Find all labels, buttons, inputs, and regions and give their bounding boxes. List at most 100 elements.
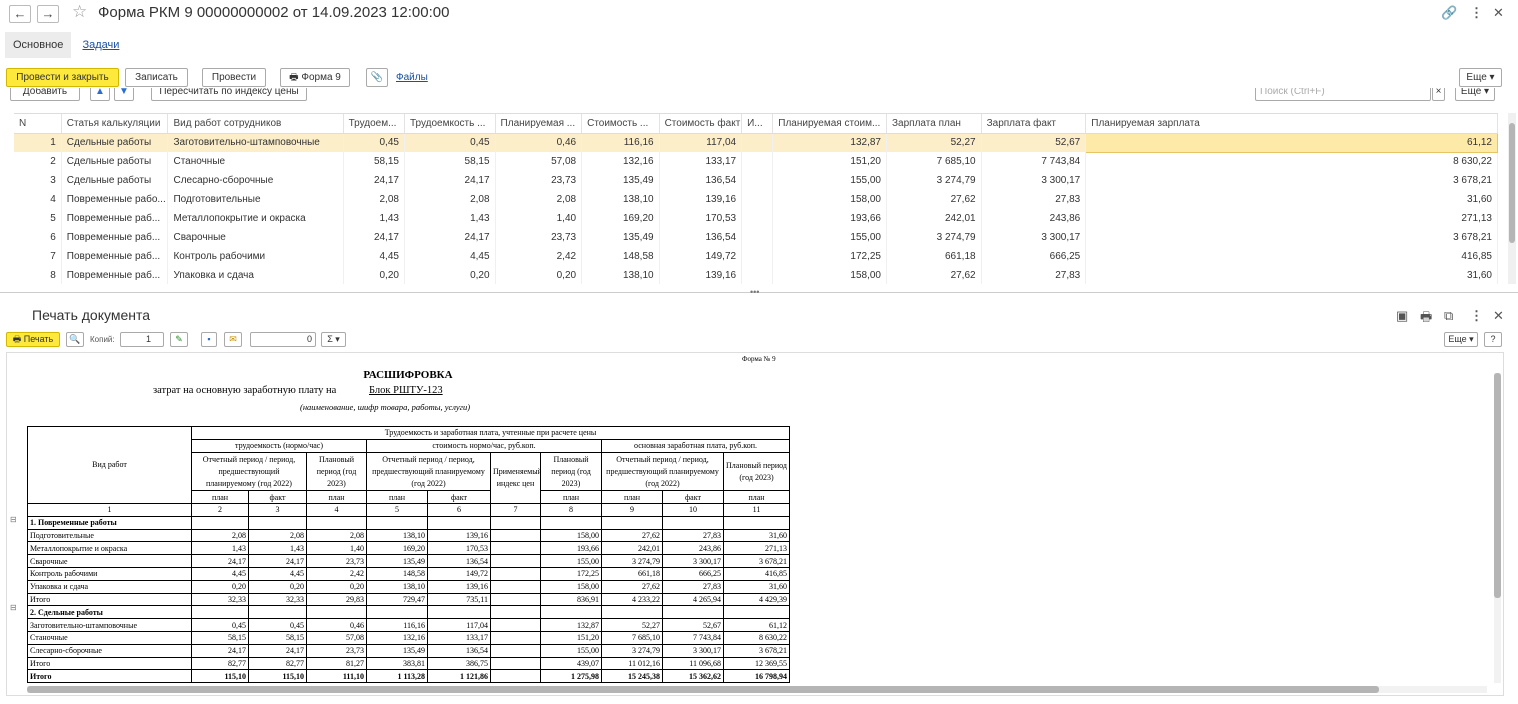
table-cell[interactable]: 169,20 <box>581 209 660 228</box>
table-cell[interactable]: 23,73 <box>495 228 583 247</box>
copies-input[interactable]: 1 <box>120 332 164 347</box>
mail-icon[interactable]: ✉ <box>224 332 242 347</box>
table-cell[interactable] <box>741 190 774 209</box>
table-cell[interactable]: 2,42 <box>495 247 583 266</box>
table-cell[interactable]: 7 <box>14 247 62 266</box>
table-cell[interactable]: 6 <box>14 228 62 247</box>
table-cell[interactable]: Повременные раб... <box>61 228 169 247</box>
table-cell[interactable]: 666,25 <box>981 247 1087 266</box>
table-cell[interactable]: 149,72 <box>659 247 743 266</box>
table-cell[interactable]: Повременные рабо... <box>61 190 169 209</box>
table-cell[interactable]: 151,20 <box>772 152 887 171</box>
table-row[interactable]: 7 Повременные раб... Контроль рабочими 4,45… <box>14 247 1498 266</box>
table-cell[interactable]: 2,08 <box>404 190 496 209</box>
table-cell[interactable]: 2 <box>14 152 62 171</box>
move-up-icon[interactable]: ▲ <box>90 88 110 101</box>
table-cell[interactable]: 24,17 <box>404 171 496 190</box>
table-cell[interactable]: 242,01 <box>886 209 982 228</box>
clear-search-icon[interactable]: × <box>1432 88 1445 101</box>
table-cell[interactable]: 23,73 <box>495 171 583 190</box>
table-cell[interactable] <box>741 152 774 171</box>
save-button[interactable]: Записать <box>125 68 188 87</box>
table-cell[interactable] <box>741 171 774 190</box>
post-and-close-button[interactable]: Провести и закрыть <box>6 68 119 87</box>
search-input[interactable]: Поиск (Ctrl+F) <box>1255 88 1431 101</box>
print-more-menu-icon[interactable]: ⋮ <box>1470 308 1483 323</box>
doc-vscrollbar[interactable] <box>1494 373 1501 683</box>
table-scrollbar[interactable] <box>1508 113 1516 284</box>
table-cell[interactable]: 170,53 <box>659 209 743 228</box>
table-row[interactable]: 6 Повременные раб... Сварочные 24,17 24,17 23… <box>14 228 1498 247</box>
table-row[interactable]: 8 Повременные раб... Упаковка и сдача 0,20 0… <box>14 266 1498 284</box>
table-cell[interactable]: 8 <box>14 266 62 284</box>
table-cell[interactable]: 61,12 <box>1085 132 1498 153</box>
table-cell[interactable]: 136,54 <box>659 228 743 247</box>
table-cell[interactable]: 135,49 <box>581 171 660 190</box>
save-icon[interactable]: ▪ <box>201 332 217 347</box>
column-header[interactable]: Зарплата план <box>886 114 982 134</box>
table-cell[interactable]: 158,00 <box>772 190 887 209</box>
favorite-star-icon[interactable]: ☆ <box>72 2 88 21</box>
table-cell[interactable]: Сварочные <box>167 228 344 247</box>
table-cell[interactable]: 138,10 <box>581 266 660 284</box>
column-header[interactable]: Трудоемкость ... <box>404 114 496 134</box>
table-cell[interactable]: 0,45 <box>404 133 496 152</box>
close-icon[interactable]: ✕ <box>1493 5 1504 20</box>
edit-doc-icon[interactable]: ✎ <box>170 332 188 347</box>
table-cell[interactable]: 7 743,84 <box>981 152 1087 171</box>
table-cell[interactable]: 24,17 <box>343 228 405 247</box>
table-cell[interactable]: Сдельные работы <box>61 171 169 190</box>
table-cell[interactable]: Повременные раб... <box>61 209 169 228</box>
back-button[interactable]: ← <box>9 5 31 23</box>
table-cell[interactable]: 1,43 <box>343 209 405 228</box>
table-cell[interactable]: 139,16 <box>659 190 743 209</box>
collapse-group2-icon[interactable]: ⊟ <box>10 603 17 612</box>
table-cell[interactable]: Заготовительно-штамповочные <box>167 133 344 152</box>
table-cell[interactable]: 4,45 <box>343 247 405 266</box>
table-cell[interactable]: 3 274,79 <box>886 228 982 247</box>
table-cell[interactable]: 1,40 <box>495 209 583 228</box>
table-cell[interactable]: 135,49 <box>581 228 660 247</box>
table-cell[interactable]: 158,00 <box>772 266 887 284</box>
table-cell[interactable]: 5 <box>14 209 62 228</box>
column-header[interactable]: Трудоем... <box>343 114 405 134</box>
table-cell[interactable]: 3 300,17 <box>981 228 1087 247</box>
print-close-icon[interactable]: ✕ <box>1493 308 1504 323</box>
table-more-button[interactable]: Еще ▾ <box>1455 88 1495 101</box>
table-cell[interactable]: 193,66 <box>772 209 887 228</box>
table-cell[interactable]: 58,15 <box>343 152 405 171</box>
document-viewer[interactable]: ⊟ ⊟ <box>6 352 1504 696</box>
table-row[interactable]: 2 Сдельные работы Станочные 58,15 58,15 57,08… <box>14 152 1498 171</box>
table-cell[interactable]: 8 630,22 <box>1085 152 1498 171</box>
table-cell[interactable]: 27,62 <box>886 266 982 284</box>
table-cell[interactable] <box>741 209 774 228</box>
table-cell[interactable]: 661,18 <box>886 247 982 266</box>
column-header[interactable]: Зарплата факт <box>981 114 1087 134</box>
panel-splitter[interactable] <box>0 292 1518 293</box>
table-cell[interactable]: Сдельные работы <box>61 133 169 152</box>
table-cell[interactable]: 0,20 <box>343 266 405 284</box>
table-cell[interactable] <box>741 247 774 266</box>
help-button[interactable]: ? <box>1484 332 1502 347</box>
table-cell[interactable]: 1 <box>14 133 62 152</box>
table-cell[interactable]: 132,16 <box>581 152 660 171</box>
more-menu-icon[interactable]: ⋮ <box>1470 5 1483 20</box>
post-button[interactable]: Провести <box>202 68 266 87</box>
table-cell[interactable]: 58,15 <box>404 152 496 171</box>
table-cell[interactable]: 0,45 <box>343 133 405 152</box>
doc-hscroll-thumb[interactable] <box>27 686 1379 693</box>
add-row-button[interactable]: Добавить <box>10 88 80 101</box>
table-row[interactable]: 4 Повременные рабо... Подготовительные 2,08… <box>14 190 1498 209</box>
table-cell[interactable]: 52,27 <box>886 133 982 152</box>
table-scroll-thumb[interactable] <box>1509 123 1515 243</box>
preview-icon[interactable]: ⧉ <box>1444 308 1454 323</box>
table-cell[interactable]: 27,83 <box>981 266 1087 284</box>
column-header[interactable]: N <box>14 114 62 134</box>
table-cell[interactable]: 138,10 <box>581 190 660 209</box>
table-cell[interactable]: Сдельные работы <box>61 152 169 171</box>
table-cell[interactable]: 116,16 <box>581 133 660 152</box>
link-icon[interactable]: 🔗 <box>1441 5 1458 20</box>
table-cell[interactable]: 31,60 <box>1085 190 1498 209</box>
table-row[interactable]: 1 Сдельные работы Заготовительно-штамповоч… <box>14 132 1498 153</box>
table-cell[interactable]: 133,17 <box>659 152 743 171</box>
